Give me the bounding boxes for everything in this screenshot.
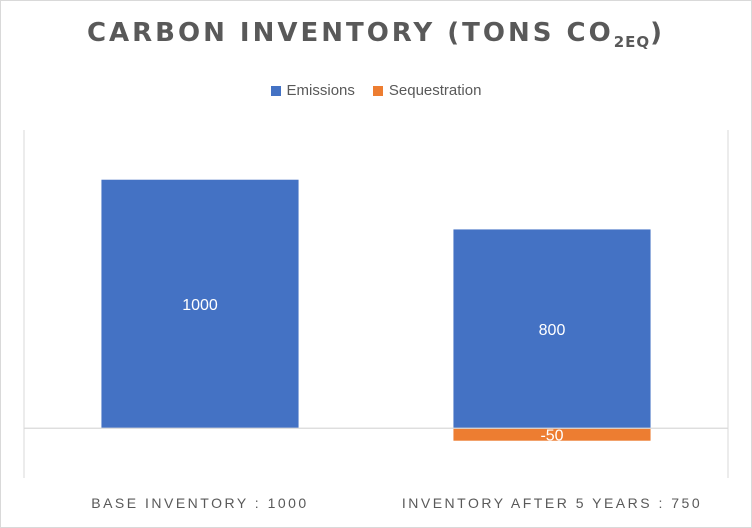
legend-swatch-sequestration (372, 85, 383, 96)
x-tick-label-1: BASE INVENTORY : 1000 (91, 495, 308, 511)
chart-legend: Emissions Sequestration (0, 82, 752, 99)
bar-sequestration-2 (453, 428, 651, 441)
chart-title: CARBON INVENTORY (TONS CO2EQ) (0, 18, 752, 51)
legend-label-sequestration: Sequestration (388, 82, 482, 99)
data-label-sequestration-2: -50 (540, 428, 563, 445)
chart-title-subscript: 2EQ (613, 33, 651, 51)
legend-swatch-emissions (270, 85, 281, 96)
bar-emissions-1 (101, 179, 299, 429)
x-tick-label-2: INVENTORY AFTER 5 YEARS : 750 (402, 495, 702, 511)
legend-item-emissions: Emissions (270, 82, 355, 99)
data-label-emissions-1: 1000 (182, 297, 218, 314)
bar-emissions-2 (453, 229, 651, 429)
chart-title-close: ) (650, 18, 666, 48)
legend-item-sequestration: Sequestration (372, 82, 482, 99)
data-label-emissions-2: 800 (539, 322, 566, 339)
legend-label-emissions: Emissions (286, 82, 355, 99)
chart-title-main: CARBON INVENTORY (TONS CO (86, 18, 614, 48)
